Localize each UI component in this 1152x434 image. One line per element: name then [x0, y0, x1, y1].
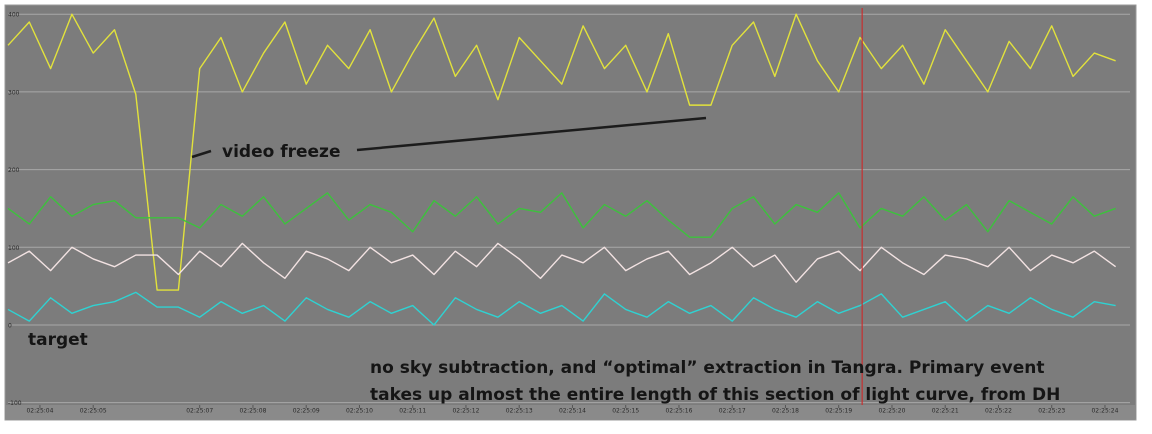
- y-tick-label: 400: [8, 12, 20, 19]
- annotation: video freeze: [222, 142, 340, 162]
- series-lines: [7, 8, 1117, 405]
- x-tick-label: 02:25:23: [1038, 408, 1065, 415]
- caption-line: no sky subtraction, and “optimal” extrac…: [370, 358, 1044, 378]
- x-tick-label: 02:25:07: [186, 408, 213, 415]
- x-tick-label: 02:25:16: [665, 408, 692, 415]
- x-tick-label: 02:25:18: [772, 408, 799, 415]
- x-tick-label: 02:25:11: [399, 408, 426, 415]
- series-line: [7, 192, 1116, 238]
- x-tick-label: 02:25:19: [825, 408, 852, 415]
- annotation-line: [356, 116, 707, 152]
- x-tick-label: 02:25:17: [719, 408, 746, 415]
- annotation: target: [28, 330, 88, 350]
- x-tick-label: 02:25:22: [985, 408, 1012, 415]
- y-tick-label: 100: [8, 245, 20, 252]
- y-tick-label: 300: [8, 89, 20, 96]
- series-line: [7, 291, 1116, 326]
- x-tick-label: 02:25:21: [932, 408, 959, 415]
- x-tick-label: 02:25:09: [293, 408, 320, 415]
- y-tick-label: 200: [8, 167, 20, 174]
- caption-line: takes up almost the entire length of thi…: [370, 385, 1060, 405]
- x-tick-label: 02:25:14: [559, 408, 586, 415]
- y-tick-label: 0: [8, 322, 12, 329]
- x-tick-label: 02:25:10: [346, 408, 373, 415]
- y-tick-label: -100: [8, 400, 22, 407]
- panel: [4, 4, 1137, 421]
- x-axis-strip: [6, 405, 1135, 419]
- x-tick-label: 02:25:08: [239, 408, 266, 415]
- series-line: [7, 13, 1116, 291]
- grid: -100 0 100 200 300 400 02:25:04 02:25:05 02:25:0…: [8, 12, 1130, 415]
- x-tick-label: 02:25:24: [1091, 408, 1118, 415]
- x-tick-label: 02:25:04: [26, 408, 53, 415]
- x-tick-label: 02:25:15: [612, 408, 639, 415]
- annotation-line: [191, 149, 212, 159]
- x-tick-label: 02:25:13: [506, 408, 533, 415]
- series-line: [7, 242, 1117, 283]
- x-tick-label: 02:25:20: [878, 408, 905, 415]
- x-tick-label: 02:25:12: [452, 408, 479, 415]
- x-tick-label: 02:25:05: [80, 408, 107, 415]
